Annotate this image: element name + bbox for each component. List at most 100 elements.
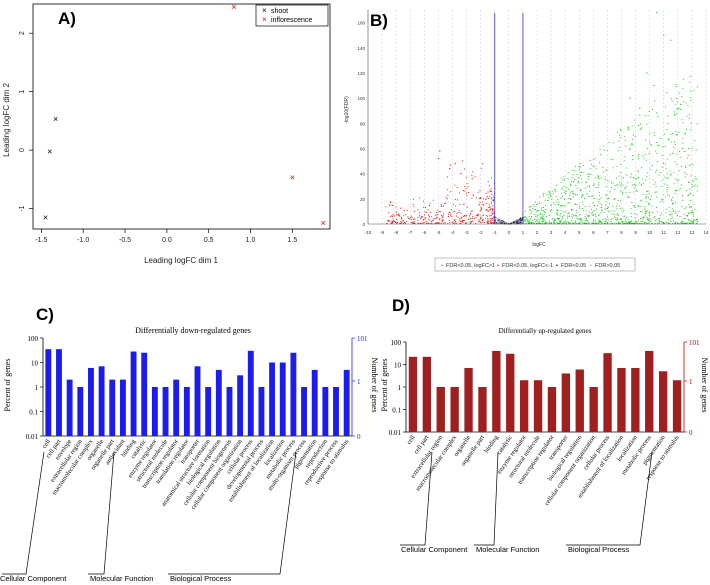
b-point-up xyxy=(674,161,676,163)
b-point-up xyxy=(533,222,535,224)
b-point-up xyxy=(646,123,648,125)
c-y-right-tick-label: 0 xyxy=(357,433,361,441)
b-point-up xyxy=(636,178,638,180)
b-point-up xyxy=(640,200,642,202)
b-point-up xyxy=(555,201,558,203)
b-point-down xyxy=(447,194,449,196)
b-point-down xyxy=(425,220,427,222)
b-point-up xyxy=(664,183,666,185)
b-point-up xyxy=(563,185,565,187)
b-point-up xyxy=(576,222,578,224)
b-point-up xyxy=(606,222,608,224)
b-point-up xyxy=(640,220,642,222)
b-point-up xyxy=(529,219,531,221)
b-point-up xyxy=(563,175,565,178)
b-y-tick-label: 140 xyxy=(357,46,365,51)
b-point-down xyxy=(441,216,443,219)
legend-marker-shoot: × xyxy=(262,6,267,15)
b-point-up xyxy=(598,191,600,194)
b-point-up xyxy=(649,132,651,134)
b-point-up xyxy=(537,222,539,224)
b-point-up xyxy=(640,128,642,130)
b-point-up xyxy=(572,196,575,198)
b-point-up xyxy=(696,219,698,221)
b-point-down xyxy=(402,220,404,222)
b-point-down xyxy=(420,222,422,224)
b-point-down xyxy=(396,214,398,216)
b-point-up xyxy=(622,184,624,186)
b-point-up xyxy=(660,212,662,214)
b-point-up xyxy=(598,178,600,180)
b-point-down xyxy=(417,216,419,218)
b-point-up xyxy=(562,216,564,218)
b-point-up xyxy=(623,215,625,217)
b-point-up xyxy=(551,198,553,200)
d-y-tick-label: 0.01 xyxy=(389,429,402,437)
b-point-up xyxy=(676,189,678,191)
d-y-tick-label: 10 xyxy=(394,362,402,370)
b-point-up xyxy=(536,214,538,216)
b-point-up xyxy=(648,192,650,194)
b-point-up xyxy=(585,220,587,222)
b-point-up xyxy=(542,193,544,195)
b-point-up xyxy=(604,221,606,223)
b-point-up xyxy=(642,218,644,220)
b-point-down xyxy=(438,211,440,213)
b-point-down xyxy=(487,219,489,222)
d-y-tick-label: 1 xyxy=(398,384,402,392)
b-point-up xyxy=(644,206,646,208)
b-point-up xyxy=(560,220,562,222)
b-point-up xyxy=(587,215,589,217)
b-point-down xyxy=(490,193,492,196)
b-point-ns xyxy=(517,220,519,223)
b-x-tick-label: 11 xyxy=(661,230,666,235)
b-point-up xyxy=(679,150,681,153)
legend-label-sig: FDR<0.05 xyxy=(561,263,586,269)
b-x-tick-label: 3 xyxy=(550,230,553,235)
b-point-up xyxy=(648,197,650,199)
b-point-up xyxy=(659,172,661,174)
b-point-up xyxy=(563,180,565,182)
b-point-up xyxy=(563,221,565,223)
panel-b-y-label: -log10(FDR) xyxy=(344,96,350,124)
b-point-up xyxy=(618,140,620,142)
b-point-up xyxy=(664,176,666,178)
b-point-up xyxy=(579,218,581,220)
b-point-up xyxy=(669,153,671,155)
b-point-up xyxy=(655,191,657,193)
b-point-up xyxy=(540,207,543,209)
panel-b-points xyxy=(385,11,699,225)
b-point-up xyxy=(545,204,547,206)
b-point-up xyxy=(539,202,541,204)
b-point-up xyxy=(689,188,691,190)
c-y-tick-label: 1 xyxy=(35,384,39,392)
b-point-ns xyxy=(516,219,518,221)
b-point-up xyxy=(630,144,632,146)
b-point-down xyxy=(429,219,431,221)
b-point-up xyxy=(676,113,678,115)
b-point-ns xyxy=(519,219,521,221)
b-point-up xyxy=(621,220,623,222)
b-point-up xyxy=(599,202,601,204)
b-point-up xyxy=(597,177,599,179)
b-point-down xyxy=(490,188,492,190)
b-point-up xyxy=(675,190,677,192)
b-x-tick-label: -5 xyxy=(436,230,440,235)
b-point-up xyxy=(608,203,611,205)
b-point-down xyxy=(444,221,446,223)
d-bar xyxy=(450,387,459,432)
b-point-up xyxy=(677,222,679,224)
b-point-up xyxy=(657,222,659,224)
b-point-up xyxy=(612,205,614,207)
b-point-up xyxy=(619,137,621,139)
b-point-up xyxy=(617,218,619,220)
b-point-up xyxy=(674,141,676,143)
b-point-down xyxy=(489,189,491,191)
b-point-down xyxy=(481,201,483,203)
b-point-down xyxy=(487,191,489,193)
b-point-up xyxy=(642,193,644,195)
b-point-up xyxy=(654,181,656,183)
b-point-down xyxy=(463,190,465,192)
b-point-up xyxy=(669,170,671,172)
b-point-down xyxy=(487,222,489,224)
